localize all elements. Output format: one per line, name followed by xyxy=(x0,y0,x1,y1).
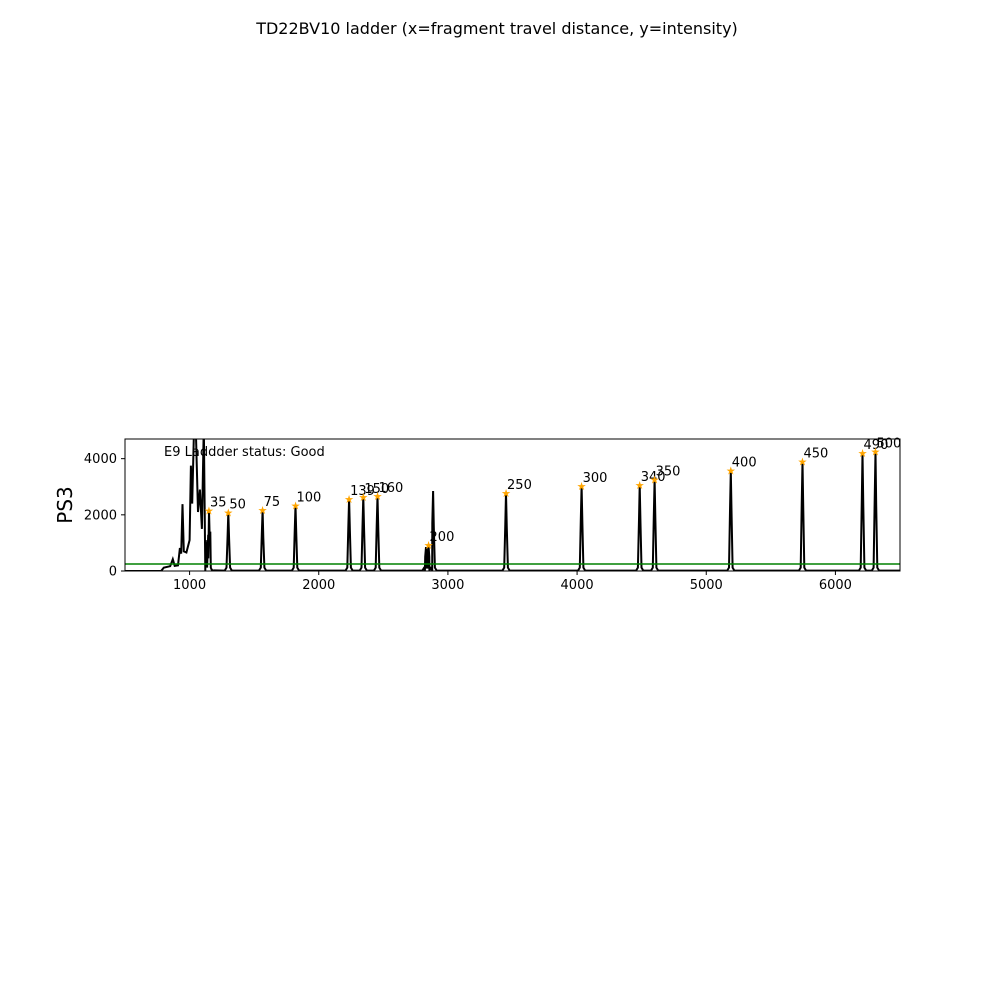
x-tick-label: 4000 xyxy=(561,578,594,593)
x-tick-label: 2000 xyxy=(302,578,335,593)
peak-marker: ★ xyxy=(798,455,808,468)
peak-marker: ★ xyxy=(291,500,301,513)
peak-size-label: 300 xyxy=(583,471,608,486)
x-tick-label: 1000 xyxy=(173,578,206,593)
peak-marker: ★ xyxy=(635,479,645,492)
y-tick-label: 4000 xyxy=(84,452,117,467)
peak-size-label: 400 xyxy=(732,456,757,471)
peak-marker: ★ xyxy=(577,480,587,493)
peak-marker: ★ xyxy=(223,507,233,520)
peak-size-label: 150 xyxy=(364,482,389,497)
peak-size-label: 490 xyxy=(864,438,889,453)
intensity-trace xyxy=(125,439,900,571)
peak-size-label: 350 xyxy=(656,465,681,480)
peak-marker: ★ xyxy=(204,505,214,518)
y-tick-label: 0 xyxy=(109,565,117,580)
peak-size-label: 340 xyxy=(641,470,666,485)
peak-size-label: 100 xyxy=(297,491,322,506)
peak-size-label: 450 xyxy=(803,446,828,461)
peak-size-label: 500 xyxy=(876,436,901,451)
peak-size-label: 139 xyxy=(350,484,375,499)
peak-size-label: 160 xyxy=(379,481,404,496)
peak-marker: ★ xyxy=(373,490,383,503)
peak-size-label: 75 xyxy=(264,495,281,510)
peak-marker: ★ xyxy=(258,504,268,517)
peak-marker: ★ xyxy=(501,487,511,500)
peak-size-label: 35 xyxy=(210,496,227,511)
ladder-status-text: E9 Laddder status: Good xyxy=(164,445,325,460)
peak-size-label: 200 xyxy=(430,530,455,545)
peak-marker: ★ xyxy=(344,493,354,506)
peak-size-label: 250 xyxy=(507,478,532,493)
peak-marker: ★ xyxy=(726,465,736,478)
peak-marker: ★ xyxy=(871,445,881,458)
x-tick-label: 5000 xyxy=(690,578,723,593)
plot-frame xyxy=(124,438,901,572)
y-tick-label: 2000 xyxy=(84,508,117,523)
peak-marker: ★ xyxy=(424,539,434,552)
chart-title: TD22BV10 ladder (x=fragment travel dista… xyxy=(255,19,738,38)
x-tick-label: 3000 xyxy=(431,578,464,593)
peak-marker: ★ xyxy=(358,491,368,504)
peak-size-label: 50 xyxy=(229,498,246,513)
peak-marker: ★ xyxy=(858,447,868,460)
y-axis-label: PS3 xyxy=(53,486,77,523)
peak-marker: ★ xyxy=(650,474,660,487)
x-tick-label: 6000 xyxy=(819,578,852,593)
